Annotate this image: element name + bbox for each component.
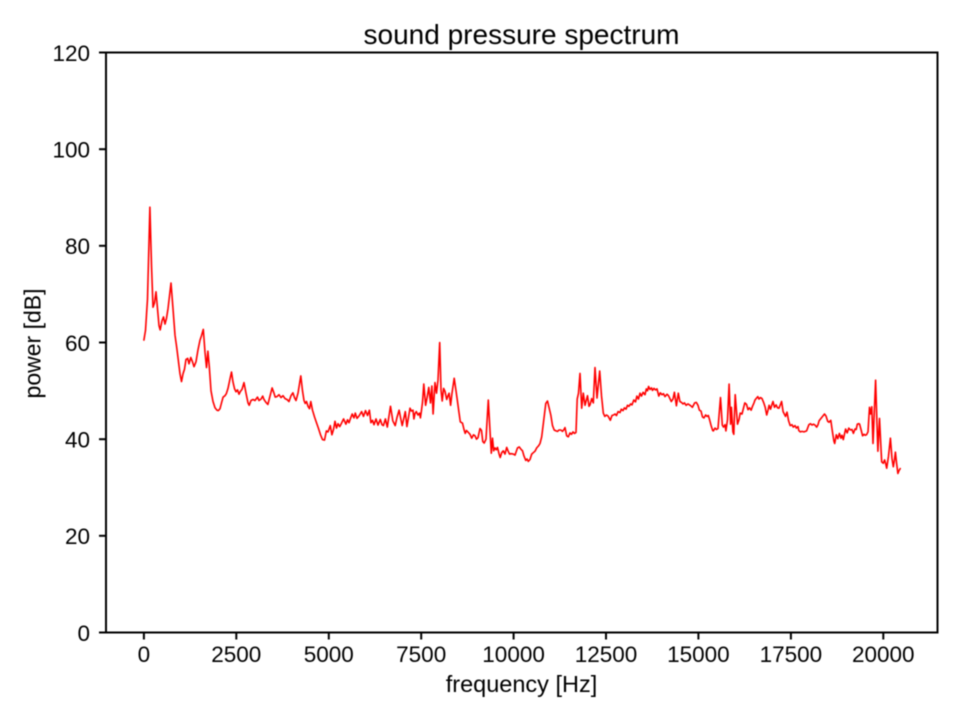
svg-text:120: 120 [52,41,90,66]
svg-text:power [dB]: power [dB] [20,289,46,399]
svg-text:frequency [Hz]: frequency [Hz] [446,671,598,697]
svg-text:80: 80 [65,234,90,259]
svg-text:60: 60 [65,331,90,356]
svg-text:5000: 5000 [304,642,354,667]
svg-text:7500: 7500 [396,642,446,667]
svg-text:15000: 15000 [667,642,730,667]
svg-text:2500: 2500 [211,642,261,667]
svg-text:20: 20 [65,524,90,549]
svg-text:17500: 17500 [760,642,823,667]
svg-text:100: 100 [52,138,90,163]
svg-text:12500: 12500 [575,642,638,667]
svg-text:sound pressure spectrum: sound pressure spectrum [364,19,680,50]
svg-text:40: 40 [65,428,90,453]
svg-text:0: 0 [138,642,151,667]
svg-text:20000: 20000 [852,642,915,667]
svg-text:10000: 10000 [482,642,545,667]
svg-text:0: 0 [77,621,90,646]
